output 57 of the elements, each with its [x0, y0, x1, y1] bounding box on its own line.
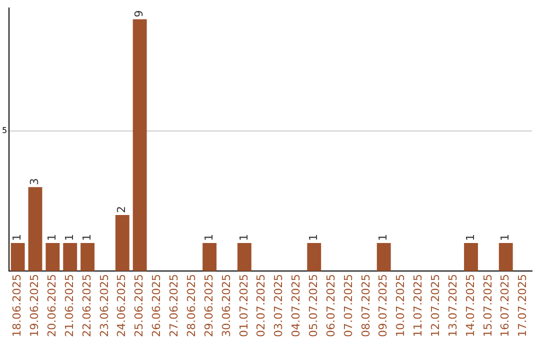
data-label: 3 — [28, 178, 42, 186]
x-tick-label: 27.06.2025 — [168, 274, 181, 338]
data-label: 1 — [62, 234, 76, 242]
x-tick-label: 15.07.2025 — [481, 274, 494, 338]
x-tick-label: 17.07.2025 — [516, 274, 530, 338]
x-tick-label: 09.07.2025 — [376, 274, 390, 338]
bar — [63, 243, 78, 272]
x-tick-label: 28.06.2025 — [184, 274, 198, 338]
x-tick-label: 01.07.2025 — [237, 274, 250, 338]
x-tick-label: 02.07.2025 — [254, 274, 268, 338]
x-tick-label: 29.06.2025 — [202, 274, 216, 338]
bar — [46, 243, 60, 272]
x-tick-label: 24.06.2025 — [115, 274, 128, 338]
x-tick-label: 30.06.2025 — [220, 274, 233, 338]
data-label: 1 — [306, 234, 320, 242]
data-label: 1 — [498, 234, 512, 242]
x-tick-label: 12.07.2025 — [428, 274, 442, 338]
data-label: 9 — [132, 10, 146, 18]
y-tick-label: 5 — [2, 126, 8, 136]
x-tick-label: 05.07.2025 — [306, 274, 320, 338]
x-tick-label: 10.07.2025 — [394, 274, 408, 338]
data-label: 1 — [46, 234, 59, 242]
bar — [80, 243, 94, 272]
x-tick-label: 03.07.2025 — [272, 274, 286, 338]
x-tick-label: 08.07.2025 — [359, 274, 372, 338]
data-label: 1 — [376, 234, 390, 242]
data-label: 1 — [237, 234, 250, 242]
data-label: 2 — [115, 206, 128, 214]
bar — [376, 243, 391, 272]
x-tick-label: 25.06.2025 — [132, 274, 146, 338]
bar — [202, 243, 217, 272]
x-tick-label: 23.06.2025 — [98, 274, 111, 338]
bar — [464, 243, 478, 272]
x-tick-label: 06.07.2025 — [324, 274, 338, 338]
x-tick-label: 07.07.2025 — [342, 274, 355, 338]
data-label: 1 — [464, 234, 477, 242]
x-tick-label: 14.07.2025 — [464, 274, 477, 338]
x-tick-label: 26.06.2025 — [150, 274, 164, 338]
bar — [237, 243, 252, 272]
bar — [307, 243, 322, 272]
x-tick-label: 16.07.2025 — [498, 274, 512, 338]
bar — [10, 243, 25, 272]
x-tick-label: 04.07.2025 — [290, 274, 303, 338]
data-label: 1 — [10, 234, 24, 242]
bar — [132, 19, 147, 272]
x-tick-label: 19.06.2025 — [28, 274, 42, 338]
bar — [115, 215, 130, 272]
x-tick-label: 11.07.2025 — [412, 274, 425, 338]
x-tick-label: 21.06.2025 — [62, 274, 76, 338]
x-tick-label: 22.06.2025 — [80, 274, 94, 338]
data-label: 1 — [202, 234, 216, 242]
bar — [28, 187, 42, 272]
x-tick-label: 18.06.2025 — [10, 274, 24, 338]
x-tick-label: 20.06.2025 — [46, 274, 59, 338]
data-label: 1 — [80, 234, 94, 242]
x-tick-label: 13.07.2025 — [446, 274, 460, 338]
bar — [498, 243, 513, 272]
